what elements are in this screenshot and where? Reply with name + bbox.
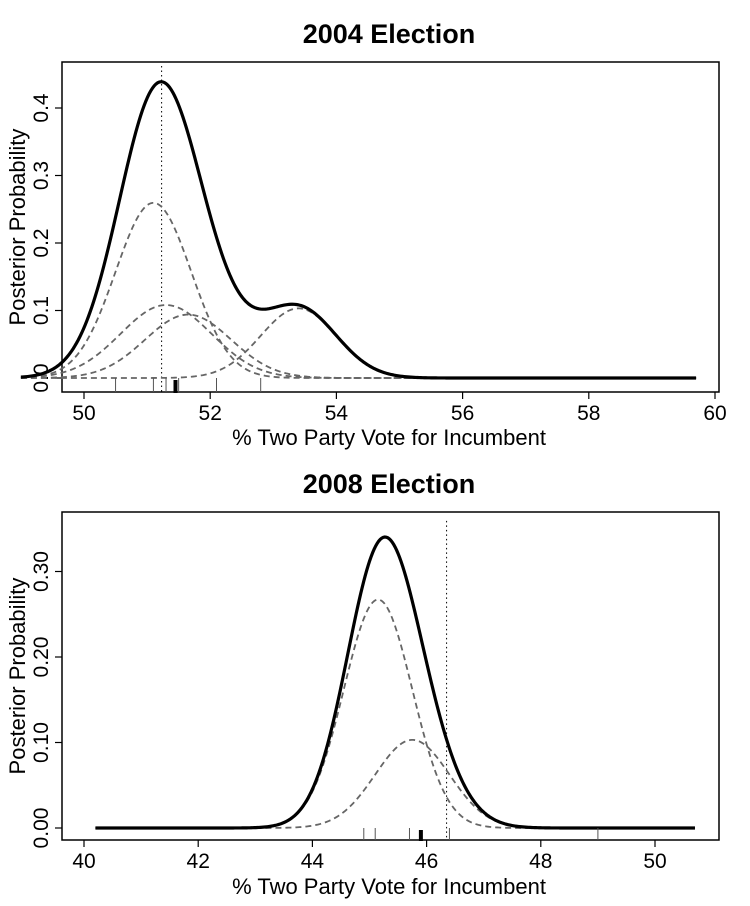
x-tick-label: 58	[577, 402, 600, 425]
y-axis-label: Posterior Probability	[5, 578, 30, 775]
component-curve-1	[95, 598, 695, 829]
x-tick-label: 42	[187, 850, 210, 873]
x-axis-label: % Two Party Vote for Incumbent	[232, 425, 546, 450]
plot-frame	[61, 511, 720, 841]
x-tick-label: 56	[451, 402, 474, 425]
component-curve-2	[20, 304, 697, 379]
y-tick-label: 0.20	[30, 637, 53, 678]
component-curve-1	[20, 201, 697, 379]
x-tick-label: 60	[703, 402, 726, 425]
axis-ticks: 50 52 54 56 58 600.00.10.20.30.4	[30, 93, 727, 425]
chart-title: 2004 Election	[303, 19, 476, 49]
y-tick-label: 0.30	[30, 551, 53, 592]
plot-marks	[20, 66, 697, 393]
component-curve-2	[95, 738, 695, 829]
y-tick-label: 0.00	[30, 808, 53, 849]
y-tick-label: 0.3	[30, 161, 53, 190]
x-tick-label: 54	[325, 402, 349, 425]
posterior-mixture-curve	[20, 80, 697, 380]
plot-frame	[61, 61, 720, 393]
y-tick-label: 0.1	[30, 296, 53, 325]
x-axis-label: % Two Party Vote for Incumbent	[232, 874, 546, 899]
x-tick-label: 50	[72, 402, 95, 425]
x-tick-label: 44	[301, 850, 325, 873]
plot-marks	[95, 520, 695, 841]
y-tick-label: 0.4	[30, 93, 53, 123]
chart-panel-2004: 2004 Election Posterior Probability % Tw…	[5, 19, 727, 450]
x-tick-label: 52	[199, 402, 222, 425]
posterior-mixture-curve	[95, 535, 695, 830]
y-axis-label: Posterior Probability	[5, 129, 30, 326]
chart-panel-2008: 2008 Election Posterior Probability % Tw…	[5, 469, 720, 899]
x-tick-label: 48	[529, 850, 552, 873]
x-tick-label: 46	[415, 850, 438, 873]
x-tick-label: 40	[72, 850, 95, 873]
x-tick-label: 50	[643, 850, 666, 873]
component-curve-4	[20, 307, 697, 379]
component-curve-3	[20, 313, 697, 379]
y-tick-label: 0.2	[30, 228, 53, 257]
chart-title: 2008 Election	[303, 469, 476, 499]
y-tick-label: 0.10	[30, 722, 53, 763]
axis-ticks: 40 42 44 46 48 50 0.00 0.10 0.20 0.30	[30, 551, 667, 873]
